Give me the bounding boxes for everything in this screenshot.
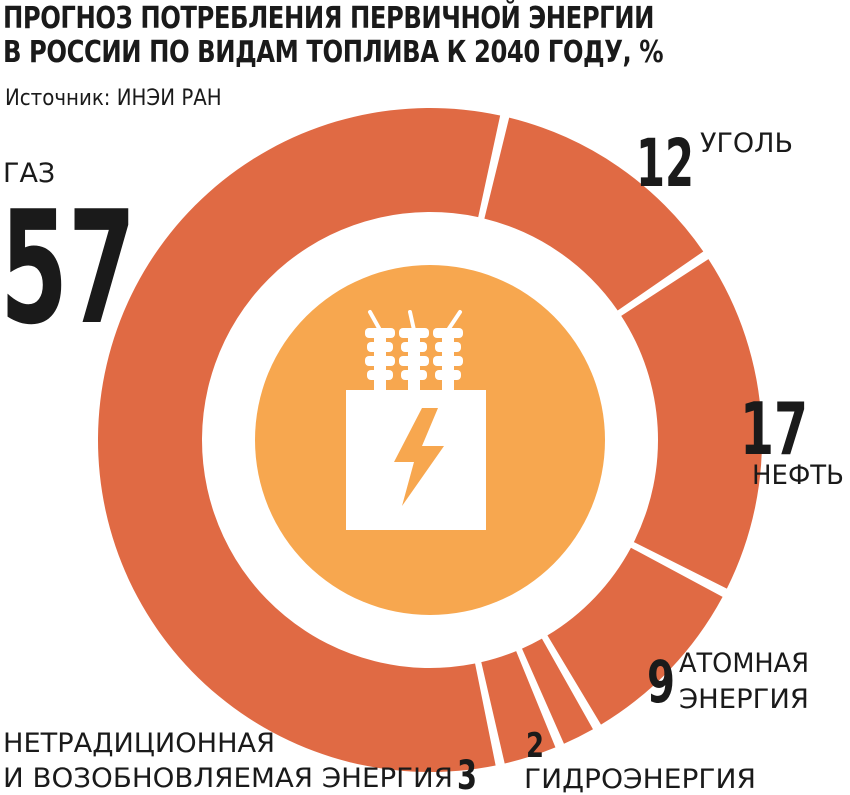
title-line-1: ПРОГНОЗ ПОТРЕБЛЕНИЯ ПЕРВИЧНОЙ ЭНЕРГИИ (3, 1, 654, 36)
donut-slice-oil (621, 259, 762, 589)
donut-slice-renewables (481, 651, 556, 764)
value-label-renewables: 3 (457, 753, 477, 795)
title-line-2: В РОССИИ ПО ВИДАМ ТОПЛИВА К 2040 ГОДУ, % (3, 35, 664, 70)
name-label-renewables-line1: НЕТРАДИЦИОННАЯ (3, 728, 275, 759)
donut-slice-gas (97, 107, 501, 772)
donut-slice-hydro (522, 638, 593, 744)
slice-label-oil: 17 НЕФТЬ (740, 387, 844, 491)
value-label-nuclear: 9 (647, 648, 675, 716)
slice-label-coal: 12 УГОЛЬ (636, 125, 793, 202)
slice-label-renewables: НЕТРАДИЦИОННАЯ И ВОЗОБНОВЛЯЕМАЯ ЭНЕРГИЯ … (3, 728, 477, 795)
electric-transformer-icon (346, 310, 486, 530)
value-label-oil: 17 (740, 387, 808, 471)
value-label-coal: 12 (636, 125, 694, 202)
name-label-renewables-line2: И ВОЗОБНОВЛЯЕМАЯ ЭНЕРГИЯ (3, 763, 453, 794)
source-note: Источник: ИНЭИ РАН (5, 86, 222, 111)
name-label-coal: УГОЛЬ (700, 128, 793, 159)
name-label-oil: НЕФТЬ (752, 460, 844, 491)
value-label-gas: 57 (0, 177, 136, 359)
chart-title: ПРОГНОЗ ПОТРЕБЛЕНИЯ ПЕРВИЧНОЙ ЭНЕРГИИ В … (3, 2, 813, 70)
value-label-hydro: 2 (526, 726, 544, 766)
donut-slice-coal (484, 117, 704, 311)
donut-slice-nuclear (547, 547, 723, 725)
name-label-gas: ГАЗ (3, 158, 55, 189)
donut-ring (97, 107, 762, 772)
slice-label-nuclear: 9 АТОМНАЯ ЭНЕРГИЯ (647, 648, 809, 716)
slice-label-gas: ГАЗ 57 (0, 158, 136, 359)
lightning-bolt-icon (394, 408, 444, 506)
name-label-nuclear-line1: АТОМНАЯ (679, 648, 809, 679)
name-label-nuclear-line2: ЭНЕРГИЯ (679, 684, 809, 715)
name-label-hydro: ГИДРОЭНЕРГИЯ (524, 764, 756, 795)
slice-label-hydro: 2 ГИДРОЭНЕРГИЯ (524, 726, 756, 795)
